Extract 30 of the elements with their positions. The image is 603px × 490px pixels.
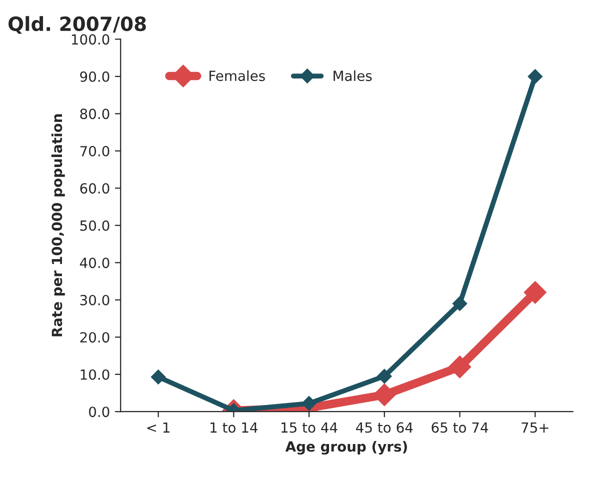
x-tick-label: 45 to 64 xyxy=(356,422,413,433)
y-tick-label: 40.0 xyxy=(80,258,110,268)
point xyxy=(452,296,468,311)
chart-title: Qld. 2007/08 xyxy=(8,16,146,34)
point xyxy=(524,281,546,304)
y-tick-label: 20.0 xyxy=(80,332,110,343)
y-tick-label: 30.0 xyxy=(80,294,110,306)
point xyxy=(373,384,396,406)
point xyxy=(377,368,392,384)
point xyxy=(448,356,472,378)
x-tick-label: 15 to 44 xyxy=(282,422,338,433)
y-tick-label: 80.0 xyxy=(80,108,110,120)
x-tick-label: 65 to 74 xyxy=(432,422,488,433)
x-axis-title: Age group (yrs) xyxy=(285,441,407,455)
point xyxy=(528,69,543,84)
y-tick-label: 50.0 xyxy=(80,220,110,231)
y-tick-label: 90.0 xyxy=(80,71,110,82)
point xyxy=(302,396,316,411)
y-tick-label: 100.0 xyxy=(72,34,110,45)
point xyxy=(150,370,166,384)
legend-label: Males xyxy=(334,70,372,82)
y-tick-label: 10.0 xyxy=(80,369,110,380)
x-tick-label: 75+ xyxy=(522,422,548,433)
y-tick-label: 70.0 xyxy=(80,146,110,156)
legend-label: Females xyxy=(210,70,265,82)
x-tick-label: < 1 xyxy=(147,422,170,433)
x-tick-label: 1 to 14 xyxy=(210,422,258,433)
y-axis-title: Rate per 100,000 population xyxy=(51,114,65,336)
y-tick-label: 60.0 xyxy=(80,183,110,194)
y-tick-label: 0.0 xyxy=(89,406,110,418)
